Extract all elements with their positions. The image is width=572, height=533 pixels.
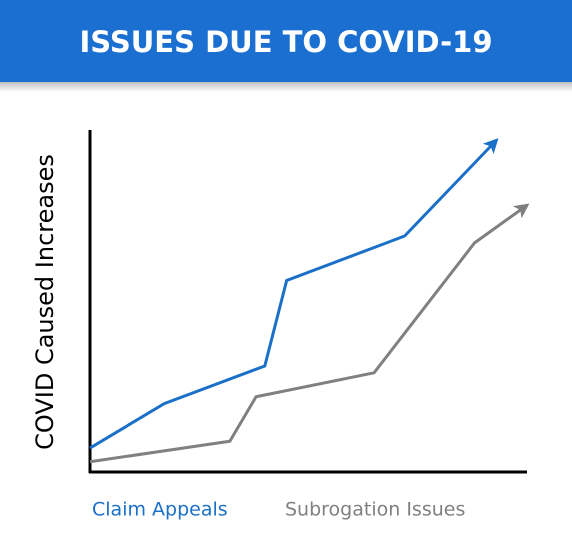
legend-label: Subrogation Issues	[285, 499, 465, 521]
header-banner	[0, 0, 572, 82]
y-axis-label: COVID Caused Increases	[31, 154, 59, 450]
header-shadow	[0, 82, 572, 92]
legend-label: Claim Appeals	[92, 499, 228, 521]
series-line	[89, 203, 530, 464]
series-line	[89, 138, 499, 450]
chart-title: ISSUES DUE TO COVID-19	[79, 25, 492, 59]
